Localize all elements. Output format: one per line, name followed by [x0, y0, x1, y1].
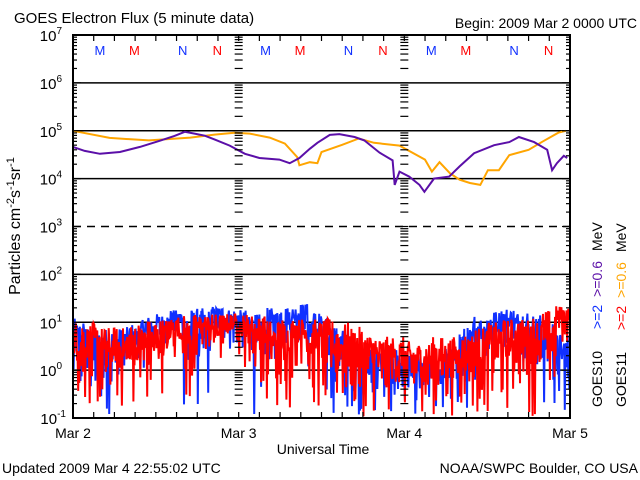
- legend-e2: >=2: [589, 305, 605, 329]
- y-tick-base: 10: [40, 267, 57, 284]
- x-tick-label: Mar 3: [221, 425, 257, 441]
- axis-ticks: [73, 35, 570, 419]
- local-time-marker: N: [378, 43, 387, 58]
- y-tick-exponent: 2: [56, 265, 62, 276]
- y-tick-base: 10: [40, 315, 57, 332]
- local-time-marker: N: [344, 43, 353, 58]
- series-layer: [72, 129, 571, 417]
- y-label-part: sr: [7, 166, 24, 180]
- begin-time: Begin: 2009 Mar 2 0000 UTC: [455, 15, 637, 31]
- y-tick-base: 10: [40, 124, 57, 141]
- local-time-marker: M: [129, 43, 140, 58]
- y-tick-label: 104: [40, 170, 63, 189]
- y-tick-label: 10-1: [40, 409, 66, 428]
- legend-satellite: GOES10: [589, 351, 605, 407]
- local-time-marker: M: [260, 43, 271, 58]
- x-tick-label: Mar 2: [55, 425, 91, 441]
- series-goes11-0-6-mev: [72, 129, 567, 187]
- y-tick-exponent: -1: [57, 409, 66, 420]
- local-time-marker: N: [544, 43, 553, 58]
- legend-e06: >=0.6: [589, 261, 605, 297]
- chart-title: GOES Electron Flux (5 minute data): [14, 10, 254, 27]
- y-tick-exponent: 6: [56, 74, 62, 85]
- y-tick-label: 106: [40, 74, 63, 93]
- data-source: NOAA/SWPC Boulder, CO USA: [440, 460, 639, 476]
- y-tick-base: 10: [40, 172, 57, 189]
- y-tick-base: 10: [40, 76, 57, 93]
- series-goes11-2-mev: [72, 306, 571, 417]
- y-tick-exponent: 1: [56, 313, 62, 324]
- x-tick-labels: Mar 2 Mar 3 Mar 4 Mar 5: [55, 425, 588, 441]
- local-time-marker: M: [94, 43, 105, 58]
- updated-timestamp: Updated 2009 Mar 4 22:55:02 UTC: [2, 460, 221, 476]
- legend-e06: >=0.6: [613, 262, 629, 298]
- y-tick-exponent: 7: [56, 26, 62, 37]
- y-label-part: s: [7, 190, 24, 198]
- y-tick-base: 10: [40, 220, 57, 237]
- y-tick-label: 100: [40, 361, 63, 380]
- legend-e2: >=2: [613, 306, 629, 330]
- y-tick-exponent: 5: [56, 122, 62, 133]
- y-tick-exponent: 4: [56, 170, 62, 181]
- local-time-marker: M: [295, 43, 306, 58]
- legend-satellite: GOES11: [613, 352, 629, 407]
- local-time-marker: N: [178, 43, 187, 58]
- y-tick-base: 10: [40, 363, 57, 380]
- y-tick-label: 103: [40, 218, 63, 237]
- y-tick-label: 102: [40, 265, 63, 284]
- x-tick-label: Mar 5: [552, 425, 588, 441]
- y-tick-label: 105: [40, 122, 63, 141]
- legend-goes10: GOES10 >=2 >=0.6 MeV: [589, 222, 605, 407]
- y-tick-exponent: 0: [56, 361, 62, 372]
- legend-goes11: GOES11 >=2 >=0.6 MeV: [613, 223, 629, 407]
- y-label-exp: -1: [5, 180, 17, 190]
- local-time-marker: N: [213, 43, 222, 58]
- y-label-part: Particles cm: [7, 208, 24, 295]
- legend-unit: MeV: [589, 222, 605, 251]
- local-time-marker: N: [509, 43, 518, 58]
- series-goes10-0-6-mev: [72, 130, 568, 194]
- x-tick-label: Mar 4: [386, 425, 422, 441]
- y-tick-exponent: 3: [56, 218, 62, 229]
- y-tick-base: 10: [40, 28, 57, 45]
- y-label-exp: -1: [5, 157, 17, 167]
- local-time-marker: M: [460, 43, 471, 58]
- legend: GOES10 >=2 >=0.6 MeV GOES11 >=2 >=0.6 MeV: [589, 222, 629, 407]
- x-axis-label: Universal Time: [277, 441, 370, 457]
- y-axis-label: Particles cm-2s-1sr-1: [5, 157, 24, 295]
- y-tick-label: 107: [40, 26, 63, 45]
- legend-unit: MeV: [613, 223, 629, 252]
- y-label-exp: -2: [5, 198, 17, 208]
- local-time-marker: M: [426, 43, 437, 58]
- y-tick-label: 101: [40, 313, 63, 332]
- y-tick-base: 10: [40, 411, 57, 428]
